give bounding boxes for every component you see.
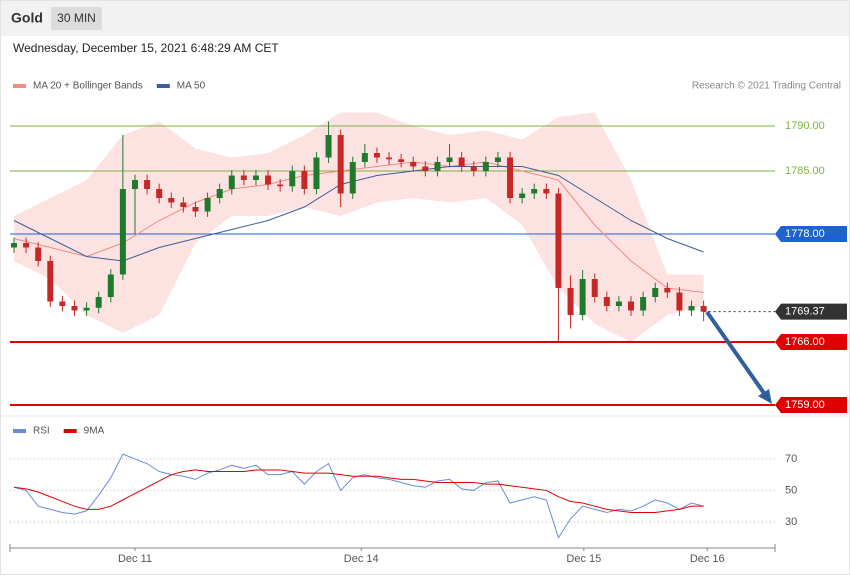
candle-body xyxy=(204,198,211,212)
candle-body xyxy=(422,166,429,171)
price-panel: MA 20 + Bollinger Bands MA 50 Research © 2… xyxy=(10,81,847,413)
x-tick-label: Dec 15 xyxy=(566,553,601,565)
forecast-arrow xyxy=(705,310,768,398)
bollinger-band xyxy=(13,112,704,342)
candle-body xyxy=(603,297,610,306)
candle-body xyxy=(313,157,320,189)
candle-body xyxy=(531,189,538,194)
y-tick-label: 30 xyxy=(785,516,797,528)
candle-body xyxy=(265,175,272,185)
level-label: 1766.00 xyxy=(785,336,825,348)
level-box xyxy=(775,397,847,413)
candle-body xyxy=(107,274,114,297)
candle-body xyxy=(482,162,489,171)
interval-pill[interactable] xyxy=(51,7,102,30)
candle-body xyxy=(446,157,453,162)
level-label: 1759.00 xyxy=(785,399,825,411)
x-tick-label: Dec 11 xyxy=(118,553,152,565)
candle-body xyxy=(591,279,598,297)
candle-body xyxy=(216,189,223,198)
level-label: 1778.00 xyxy=(785,228,825,240)
ma-line xyxy=(13,166,704,262)
candle-body xyxy=(494,157,501,162)
legend-label: MA 50 xyxy=(177,81,206,92)
ma-line xyxy=(13,161,704,293)
candle-body xyxy=(386,157,393,160)
rsi-line xyxy=(13,469,704,513)
legend-swatch xyxy=(156,84,170,88)
y-tick-label: 50 xyxy=(785,484,797,496)
candle-body xyxy=(289,171,296,187)
candle-body xyxy=(470,166,477,171)
candle-body xyxy=(252,175,259,180)
candle-body xyxy=(277,184,284,187)
level-box xyxy=(775,303,847,320)
candle-body xyxy=(95,297,102,308)
candle-body xyxy=(156,189,163,198)
candle-body xyxy=(676,292,683,311)
candle-body xyxy=(688,306,695,311)
candle-body xyxy=(180,202,187,207)
candle-body xyxy=(337,135,344,194)
candle-body xyxy=(458,157,465,167)
legend-label: RSI xyxy=(33,426,50,437)
candle-body xyxy=(615,301,622,306)
interval[interactable]: 30 MIN xyxy=(57,11,96,25)
candle-body xyxy=(10,243,17,248)
x-tick-label: Dec 16 xyxy=(690,553,725,565)
legend-label: 9MA xyxy=(84,426,105,437)
candle-body xyxy=(410,162,417,167)
source-note: Research © 2021 Trading Central xyxy=(692,81,841,92)
level-box xyxy=(775,334,847,350)
candle-body xyxy=(640,297,647,311)
rsi-panel: RSI 9MA 30 50 70 Dec 11 Dec 14 Dec 15 Dec 16 xyxy=(9,426,797,565)
candle-body xyxy=(228,175,235,189)
candle-body xyxy=(119,189,126,275)
candle-body xyxy=(168,198,175,203)
candle-body xyxy=(700,306,707,312)
top-bar xyxy=(1,1,849,36)
candle-body xyxy=(301,171,308,189)
level-label: 1785.00 xyxy=(785,165,825,177)
candle-body xyxy=(628,301,635,311)
legend-label: MA 20 + Bollinger Bands xyxy=(33,81,143,92)
timestamp: Wednesday, December 15, 2021 6:48:29 AM … xyxy=(13,41,279,55)
candle-body xyxy=(23,243,30,248)
candle-body xyxy=(519,193,526,198)
candle-body xyxy=(59,301,66,306)
candle-body xyxy=(543,189,550,194)
candle-body xyxy=(131,180,138,189)
legend-swatch xyxy=(13,84,26,88)
candle-body xyxy=(71,306,78,311)
candle-body xyxy=(398,159,405,162)
legend-swatch xyxy=(13,429,26,433)
candle-body xyxy=(434,162,441,171)
candle-body xyxy=(507,157,514,198)
arrow-head xyxy=(758,389,772,404)
candle-body xyxy=(664,288,671,293)
candle-body xyxy=(325,135,332,158)
candle-body xyxy=(144,180,151,189)
level-box xyxy=(775,226,847,242)
candle-body xyxy=(361,153,368,162)
candle-body xyxy=(83,307,90,311)
level-label: 1769.37 xyxy=(785,306,825,318)
legend-swatch xyxy=(63,429,77,433)
instrument: Gold xyxy=(11,10,43,26)
candle-body xyxy=(349,162,356,194)
level-label: 1790.00 xyxy=(785,120,825,132)
candle-body xyxy=(240,175,247,180)
x-tick-label: Dec 14 xyxy=(344,553,379,565)
candle-body xyxy=(192,207,199,212)
candle-body xyxy=(373,153,380,158)
candle-body xyxy=(47,261,54,302)
y-tick-label: 70 xyxy=(785,453,797,465)
candle-body xyxy=(652,288,659,297)
candle-body xyxy=(35,247,42,261)
candle-body xyxy=(567,288,574,315)
candle-body xyxy=(555,193,562,288)
candle-body xyxy=(579,279,586,315)
